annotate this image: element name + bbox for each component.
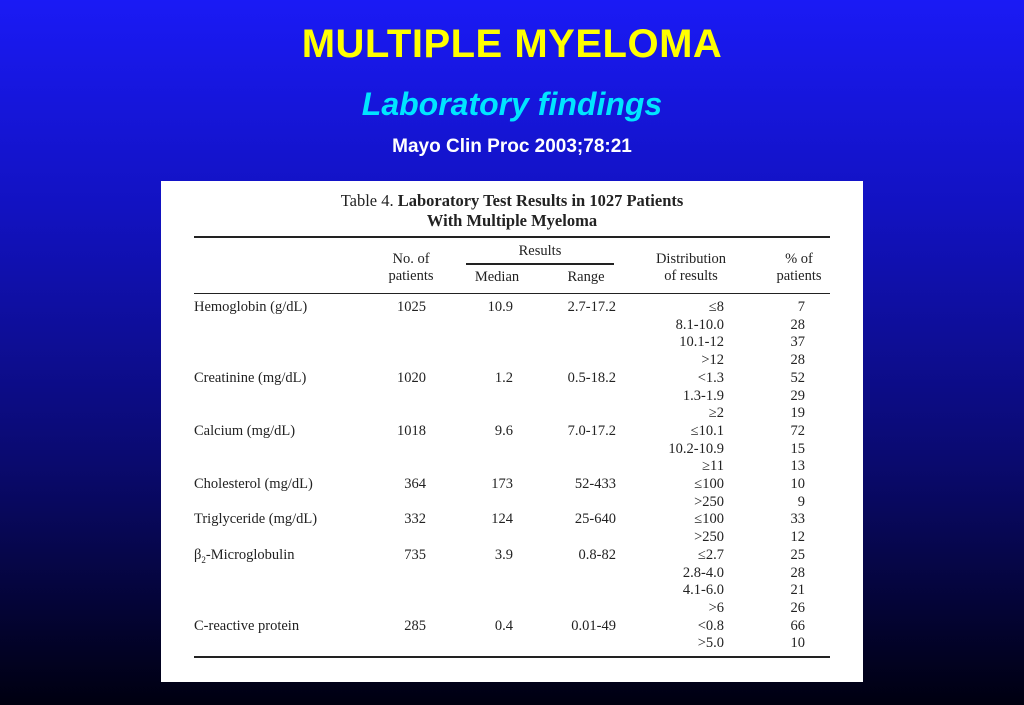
caption-line1: Laboratory Test Results in 1027 Patients bbox=[397, 191, 684, 210]
row-percent: 26 bbox=[790, 599, 806, 616]
row-percent: 9 bbox=[797, 493, 805, 510]
row-distribution: 10.1-12 bbox=[679, 334, 724, 351]
row-percent: 7 bbox=[797, 299, 805, 315]
row-percent: 72 bbox=[790, 422, 806, 439]
table-caption: Table 4. Laboratory Test Results in 1027… bbox=[161, 191, 863, 231]
row-percent: 33 bbox=[790, 511, 806, 528]
row-distribution: 10.2-10.9 bbox=[668, 440, 724, 457]
caption-line2: With Multiple Myeloma bbox=[426, 211, 598, 230]
row-distribution: ≥11 bbox=[702, 458, 724, 475]
header-distribution: Distribution of results bbox=[655, 251, 727, 284]
header-median: Median bbox=[474, 269, 520, 285]
row-percent: 28 bbox=[790, 352, 806, 369]
row-distribution: ≤100 bbox=[694, 476, 724, 492]
header-percent: % of patients bbox=[776, 251, 822, 284]
row-distribution: ≤100 bbox=[694, 511, 724, 528]
row-median: 124 bbox=[491, 511, 513, 528]
header-rule bbox=[194, 293, 830, 294]
slide-title: MULTIPLE MYELOMA bbox=[301, 22, 723, 66]
row-n-patients: 285 bbox=[404, 617, 426, 634]
header-n: No. of patients bbox=[388, 251, 434, 284]
row-percent: 10 bbox=[790, 635, 806, 652]
row-distribution: ≥2 bbox=[708, 405, 724, 422]
row-n-patients: 1020 bbox=[397, 369, 426, 386]
bottom-rule bbox=[194, 656, 830, 658]
row-distribution: 4.1-6.0 bbox=[682, 582, 724, 599]
row-range: 7.0-17.2 bbox=[567, 422, 616, 439]
table-label: Table 4. bbox=[340, 191, 394, 210]
row-percent: 37 bbox=[790, 334, 806, 351]
header-results: Results bbox=[518, 243, 562, 259]
row-name: β2-Microglobulin bbox=[194, 546, 295, 565]
row-n-patients: 332 bbox=[404, 511, 426, 528]
row-distribution: 8.1-10.0 bbox=[675, 316, 724, 333]
row-distribution: >250 bbox=[694, 529, 724, 546]
slide-subtitle: Laboratory findings bbox=[361, 86, 663, 122]
row-name: Cholesterol (mg/dL) bbox=[194, 476, 313, 492]
row-range: 2.7-17.2 bbox=[567, 299, 616, 315]
row-distribution: ≤2.7 bbox=[697, 546, 724, 563]
row-percent: 25 bbox=[790, 546, 806, 563]
row-range: 0.01-49 bbox=[571, 617, 616, 634]
row-range: 0.8-82 bbox=[578, 546, 616, 563]
citation: Mayo Clin Proc 2003;78:21 bbox=[392, 136, 632, 157]
row-range: 52-433 bbox=[574, 476, 616, 492]
row-median: 1.2 bbox=[494, 369, 513, 386]
row-range: 25-640 bbox=[574, 511, 616, 528]
row-percent: 66 bbox=[790, 617, 806, 634]
row-name: C-reactive protein bbox=[194, 617, 300, 634]
row-percent: 13 bbox=[790, 458, 806, 475]
row-percent: 21 bbox=[790, 582, 806, 599]
row-distribution: >250 bbox=[694, 493, 724, 510]
row-distribution: >6 bbox=[708, 599, 724, 616]
table-image-panel: Table 4. Laboratory Test Results in 1027… bbox=[161, 181, 863, 682]
row-distribution: >5.0 bbox=[697, 635, 724, 652]
row-n-patients: 1025 bbox=[397, 299, 426, 315]
row-distribution: ≤10.1 bbox=[690, 422, 724, 439]
row-distribution: <1.3 bbox=[697, 369, 724, 386]
row-percent: 29 bbox=[790, 387, 806, 404]
row-range: 0.5-18.2 bbox=[567, 369, 616, 386]
row-name: Hemoglobin (g/dL) bbox=[194, 299, 308, 315]
row-name: Calcium (mg/dL) bbox=[194, 422, 296, 439]
row-n-patients: 1018 bbox=[397, 422, 426, 439]
row-median: 3.9 bbox=[494, 546, 513, 563]
row-median: 173 bbox=[491, 476, 513, 492]
row-name: Triglyceride (mg/dL) bbox=[194, 511, 318, 528]
row-distribution: 1.3-1.9 bbox=[682, 387, 724, 404]
row-distribution: ≤8 bbox=[708, 299, 724, 315]
row-percent: 10 bbox=[790, 476, 806, 492]
row-percent: 28 bbox=[790, 316, 806, 333]
row-percent: 19 bbox=[790, 405, 806, 422]
row-distribution: 2.8-4.0 bbox=[682, 564, 724, 581]
row-percent: 28 bbox=[790, 564, 806, 581]
row-percent: 12 bbox=[790, 529, 806, 546]
row-percent: 52 bbox=[790, 369, 806, 386]
row-median: 9.6 bbox=[494, 422, 513, 439]
header-range: Range bbox=[567, 269, 605, 285]
results-underline bbox=[466, 263, 614, 265]
row-distribution: >12 bbox=[701, 352, 724, 369]
row-name: Creatinine (mg/dL) bbox=[194, 369, 307, 386]
row-n-patients: 735 bbox=[404, 546, 426, 563]
row-median: 10.9 bbox=[487, 299, 513, 315]
row-median: 0.4 bbox=[494, 617, 513, 634]
row-n-patients: 364 bbox=[404, 476, 426, 492]
row-distribution: <0.8 bbox=[697, 617, 724, 634]
top-rule bbox=[194, 236, 830, 238]
row-percent: 15 bbox=[790, 440, 806, 457]
